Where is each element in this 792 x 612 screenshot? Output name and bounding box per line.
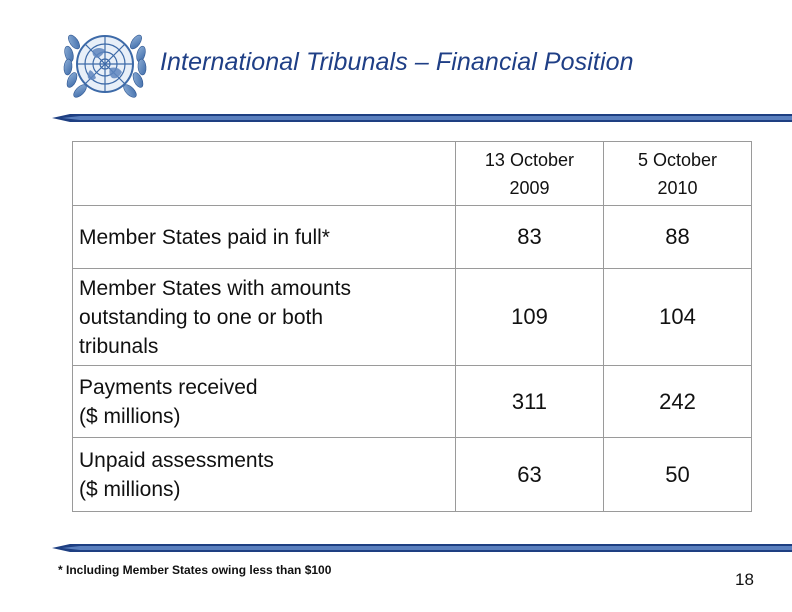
cell-value: 109 [454,268,604,366]
row-label: Payments received ($ millions) [72,365,456,438]
row-label: Member States paid in full* [72,205,456,269]
cell-value: 311 [454,365,604,438]
cell-value: 88 [602,205,753,269]
row-label-line: ($ millions) [79,404,181,428]
table-row: Payments received ($ millions) 311 242 [72,365,753,438]
header-blank-cell [72,141,456,206]
row-label-line: Payments received [79,375,258,399]
cell-value: 242 [602,365,753,438]
row-label-line: Member States with amounts [79,276,351,300]
slide-title: International Tribunals – Financial Posi… [160,48,634,76]
column-header-line: 2010 [657,177,698,198]
row-label-line: Unpaid assessments [79,448,274,472]
table-header-row: 13 October 2009 5 October 2010 [72,141,753,206]
footer-divider [52,544,792,552]
column-header-2009: 13 October 2009 [454,141,604,206]
row-label: Member States with amounts outstanding t… [72,268,456,366]
row-label-line: outstanding to one or both [79,305,324,329]
table-row: Unpaid assessments ($ millions) 63 50 [72,437,753,512]
cell-value: 63 [454,437,604,512]
cell-value: 50 [602,437,753,512]
column-header-line: 2009 [509,177,550,198]
column-header-2010: 5 October 2010 [602,141,753,206]
footnote: * Including Member States owing less tha… [58,563,332,577]
table-row: Member States paid in full* 83 88 [72,205,753,269]
page-number: 18 [735,570,754,589]
column-header-line: 13 October [484,149,574,170]
row-label-line: Member States paid in full* [79,225,330,249]
financial-position-table: 13 October 2009 5 October 2010 Member St… [72,141,753,512]
cell-value: 104 [602,268,753,366]
table-row: Member States with amounts outstanding t… [72,268,753,366]
row-label: Unpaid assessments ($ millions) [72,437,456,512]
row-label-line: tribunals [79,334,159,358]
column-header-line: 5 October [637,149,717,170]
un-emblem-icon [63,34,147,98]
row-label-line: ($ millions) [79,477,181,501]
header-divider [52,114,792,122]
cell-value: 83 [454,205,604,269]
